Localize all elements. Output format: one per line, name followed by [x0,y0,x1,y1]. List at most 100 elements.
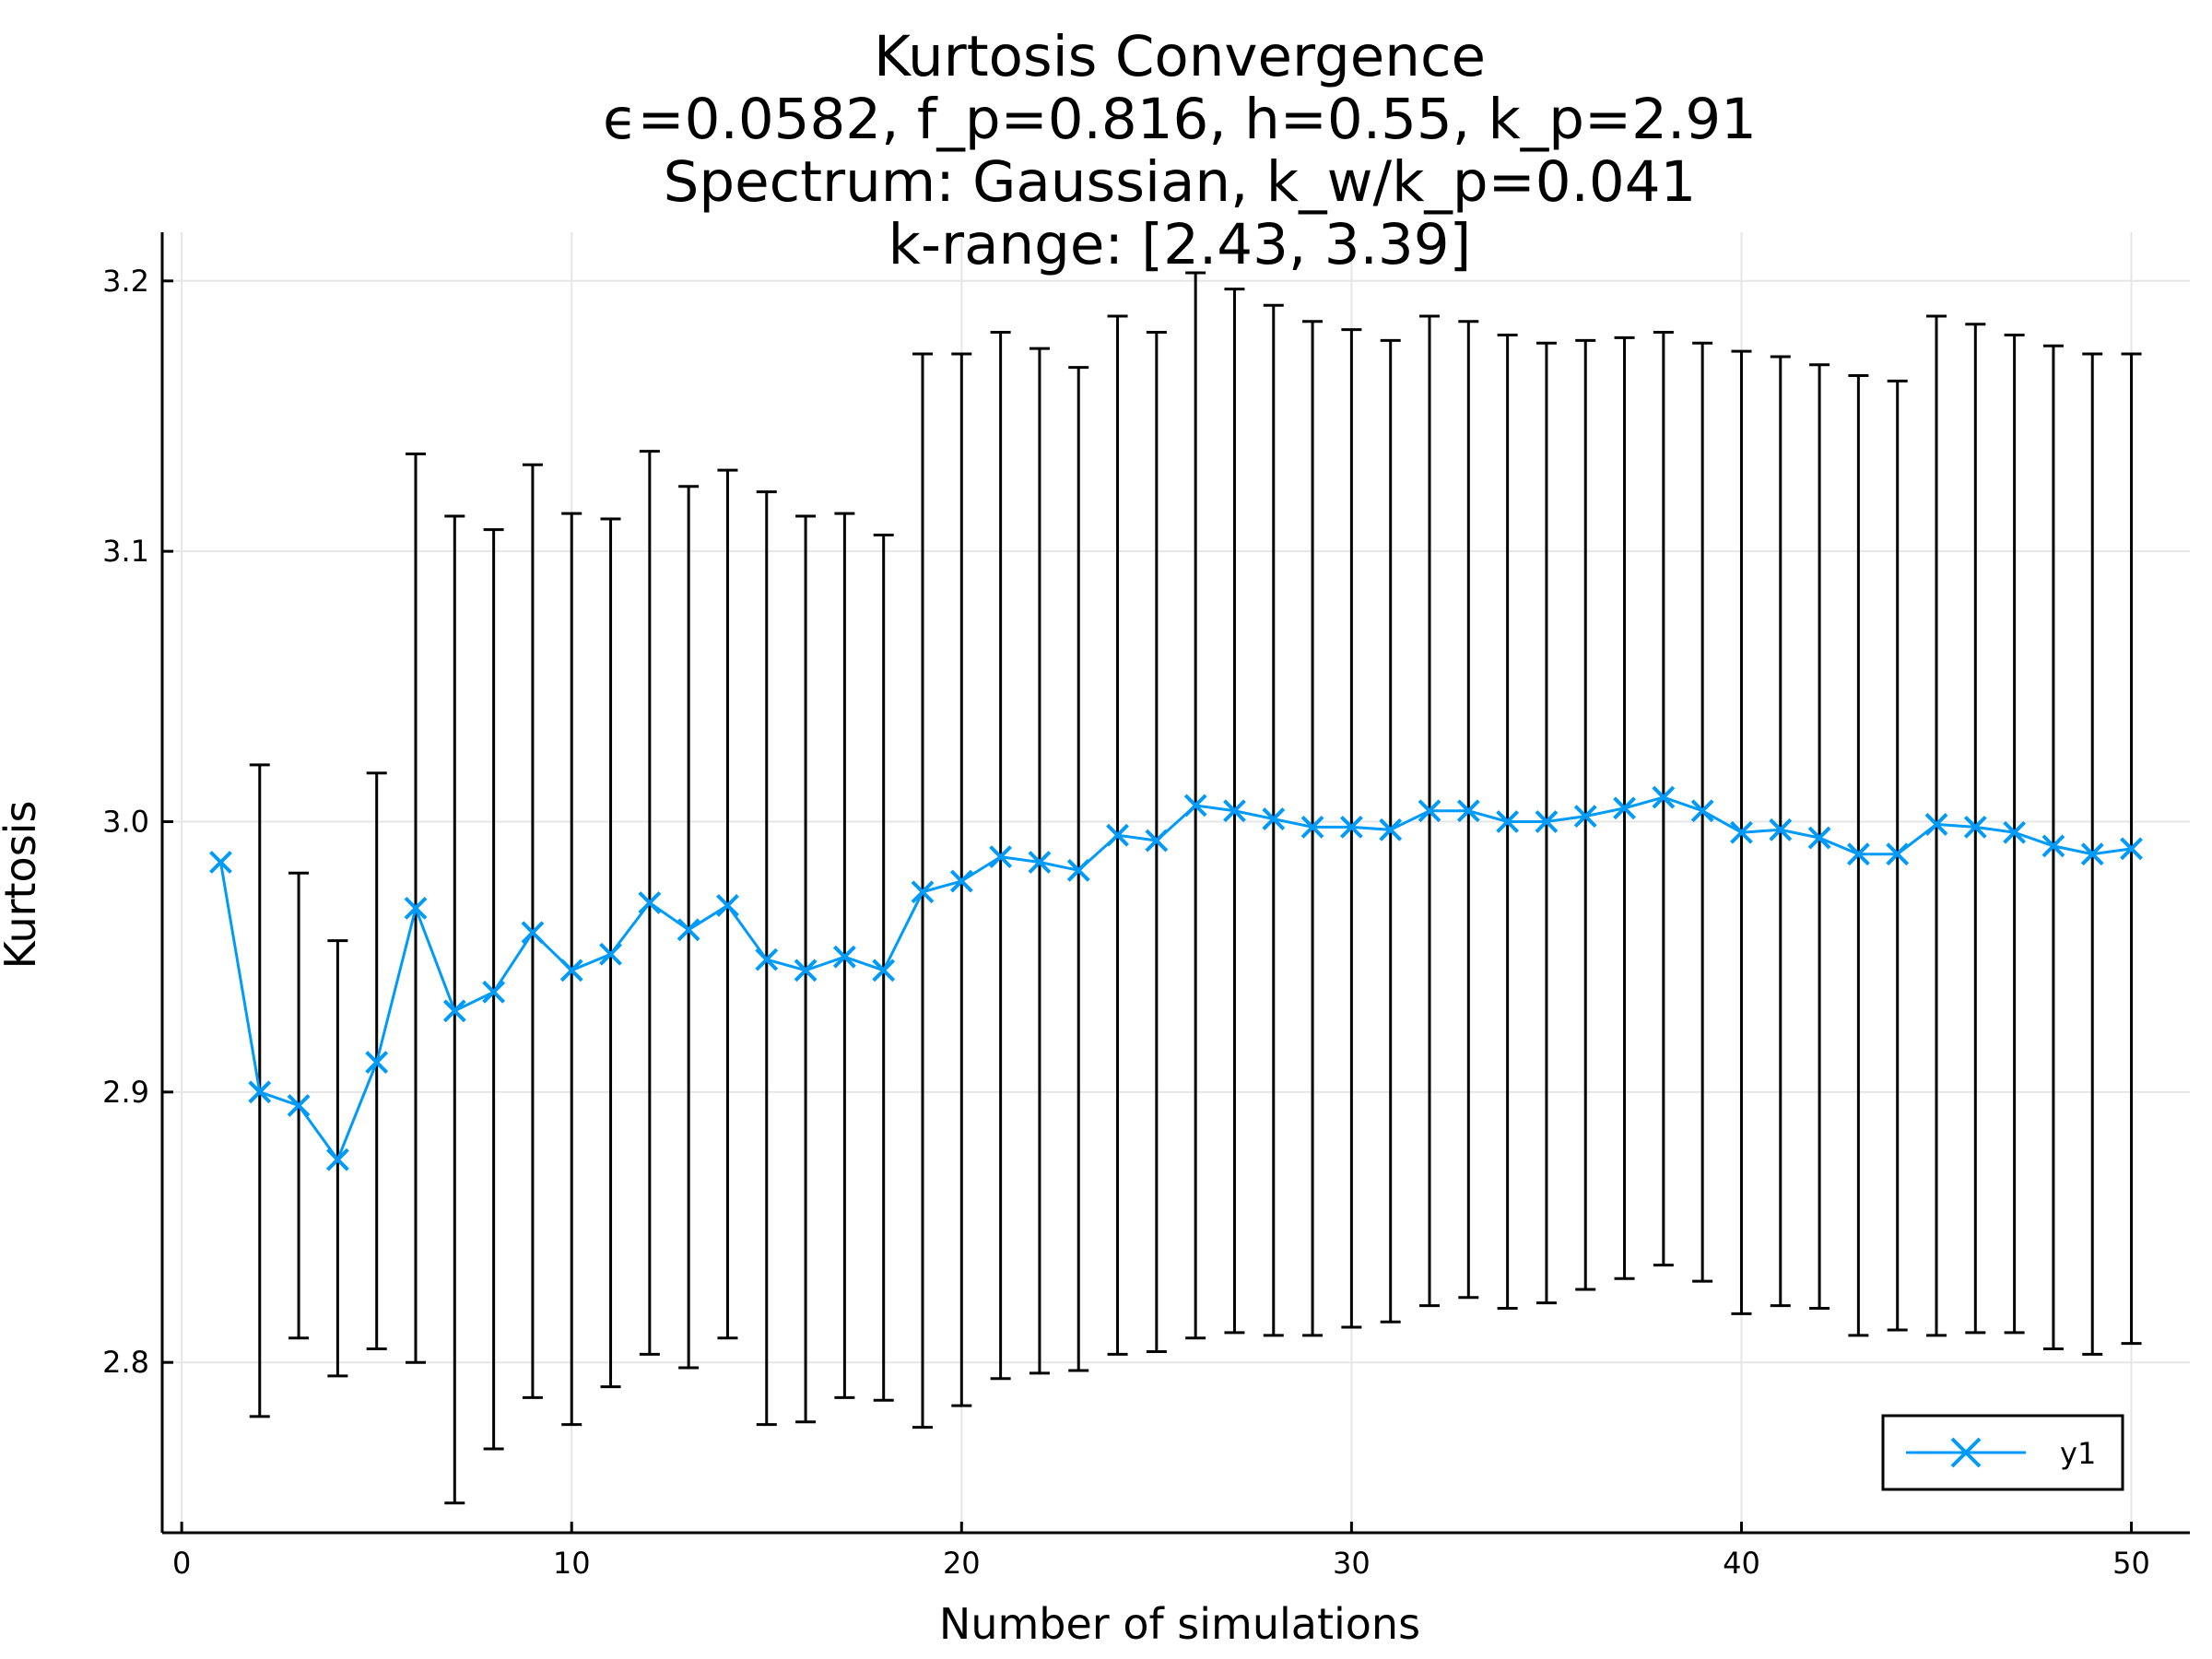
marker-stroke [404,896,428,920]
data-point [1573,805,1597,829]
y-tick-label: 2.9 [102,1075,149,1110]
data-point [442,999,466,1023]
x-tick-label: 10 [553,1546,591,1581]
y-tick-label: 2.8 [102,1345,149,1380]
data-point [1535,810,1559,833]
title-line-2: ϵ=0.0582, f_p=0.816, h=0.55, k_p=2.91 [603,87,1757,152]
data-point [559,959,583,982]
data-point [287,1094,311,1117]
error-bar [678,485,700,1370]
marker-stroke [1690,799,1714,823]
y-axis-label: Kurtosis [0,801,45,970]
marker-stroke [521,921,545,945]
data-point [1886,842,1910,866]
data-point [911,880,935,904]
marker-stroke [2080,842,2104,866]
marker-stroke [1535,810,1559,833]
marker-stroke [1145,829,1169,853]
data-point [755,947,779,971]
data-point [209,851,232,874]
grid [162,232,2190,1533]
data-point [2120,837,2143,861]
marker-stroke [1613,796,1636,820]
marker-stroke [482,980,506,1004]
data-point [1690,799,1714,823]
data-point [325,1147,349,1171]
marker-stroke [209,851,232,874]
data-point [365,1051,389,1074]
marker-stroke [599,942,622,966]
x-tick-label: 40 [1723,1546,1760,1581]
marker-stroke [325,1147,349,1171]
marker-stroke [1262,807,1286,830]
legend-marker-stroke [1950,1437,1982,1468]
marker-stroke [1183,794,1207,818]
data-point [2041,834,2065,858]
x-tick-label: 50 [2112,1546,2150,1581]
marker-stroke [1106,823,1129,847]
data-point [1106,823,1129,847]
x-tick-label: 20 [943,1546,981,1581]
x-tick-label: 0 [172,1546,191,1581]
data-point [872,959,896,982]
data-point [1028,851,1052,874]
marker-stroke [559,959,583,982]
marker-stroke [1496,810,1520,833]
marker-stroke [716,894,739,917]
data-point [1846,842,1870,866]
ticks: 0 10 20 30 40 50 2.8 2.9 3.0 3.1 3.2 [102,264,2150,1581]
marker-stroke [1339,815,1363,839]
legend: y1 [1881,1414,2124,1491]
data-point [1769,818,1793,841]
data-point [1339,815,1363,839]
marker-stroke [832,945,856,969]
marker-stroke [248,1080,272,1104]
data-point [949,869,973,893]
legend-marker-y1 [1950,1437,1982,1468]
data-point [521,921,545,945]
marker-stroke [1379,818,1403,841]
data-point [482,980,506,1004]
title-line-1: Kurtosis Convergence [874,24,1486,89]
marker-stroke [1028,851,1052,874]
data-point [404,896,428,920]
marker-stroke [1573,805,1597,829]
marker-stroke [911,880,935,904]
marker-stroke [1963,815,1987,839]
data-point [1496,810,1520,833]
data-point [1924,813,1948,836]
marker-stroke [365,1051,389,1074]
data-point [677,918,700,942]
x-tick-label: 30 [1333,1546,1371,1581]
marker-stroke [755,947,779,971]
data-point [794,959,818,982]
data-point [1613,796,1636,820]
data-point [1183,794,1207,818]
y-tick-label: 3.2 [102,264,149,299]
marker-stroke [949,869,973,893]
marker-stroke [677,918,700,942]
data-point [1418,799,1441,823]
series-line-y1 [218,795,2132,1163]
marker-stroke [2003,820,2027,844]
y-tick-label: 3.1 [102,534,149,569]
marker-stroke [638,891,662,914]
data-point [1300,815,1324,839]
marker-stroke [1418,799,1441,823]
data-point [2003,820,2027,844]
marker-stroke [1807,826,1831,850]
data-point [2080,842,2104,866]
data-point [1652,785,1676,809]
marker-stroke [1456,799,1480,823]
marker-stroke [872,959,896,982]
data-point [599,942,622,966]
marker-stroke [1846,842,1870,866]
data-point [989,845,1013,869]
y-tick-label: 3.0 [102,804,149,839]
data-point [1963,815,1987,839]
data-point [1807,826,1831,850]
data-point [1262,807,1286,830]
marker-stroke [989,845,1013,869]
legend-label-y1: y1 [2060,1436,2096,1471]
